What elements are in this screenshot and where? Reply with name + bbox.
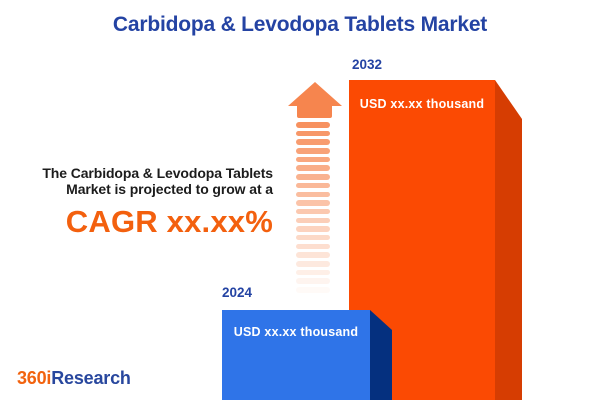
tagline-line-1: The Carbidopa & Levodopa Tablets: [42, 165, 273, 181]
arrow-stripe: [296, 226, 330, 232]
tagline-line-2: Market is projected to grow at a: [66, 180, 273, 197]
arrow-stripe: [296, 217, 330, 224]
bar-2032-value-label: USD xx.xx thousand: [359, 97, 485, 111]
logo-suffix: Research: [51, 368, 131, 388]
arrow-stripe: [296, 156, 330, 163]
arrow-stripe: [296, 174, 330, 180]
logo-prefix: 360i: [17, 368, 52, 388]
arrow-stripe: [296, 191, 330, 197]
arrow-head-shape: [288, 82, 342, 118]
arrow-stripe: [296, 243, 330, 250]
brand-logo: 360iResearch: [17, 368, 131, 389]
arrow-stripe: [296, 130, 330, 137]
growth-arrow-stripes: [296, 122, 330, 296]
arrow-stripe: [296, 261, 330, 267]
bar-2024-side-3d: [370, 310, 392, 400]
arrow-stripe: [296, 182, 330, 189]
arrow-stripe: [296, 139, 330, 145]
tagline-block: The Carbidopa & Levodopa Tablets Market …: [13, 165, 273, 240]
bar-2032-year-label: 2032: [352, 57, 383, 72]
growth-arrow-icon: [288, 82, 342, 118]
bar-2024: [222, 310, 370, 400]
arrow-stripe: [296, 208, 330, 215]
arrow-stripe: [296, 269, 330, 276]
arrow-stripe: [296, 200, 330, 206]
arrow-stripe: [296, 252, 330, 258]
arrow-stripe: [296, 287, 330, 293]
arrow-stripe: [296, 278, 330, 284]
page-title: Carbidopa & Levodopa Tablets Market: [112, 13, 488, 36]
bar-2024-year-label: 2024: [222, 285, 253, 300]
bar-2024-value-label: USD xx.xx thousand: [233, 325, 359, 339]
cagr-value: CAGR xx.xx%: [65, 204, 273, 239]
arrow-stripe: [296, 148, 330, 154]
bar-2032-side-3d: [495, 80, 522, 400]
arrow-stripe: [296, 165, 330, 171]
tagline-text: The Carbidopa & Levodopa Tablets Market …: [13, 165, 273, 197]
arrow-stripe: [296, 234, 330, 241]
arrow-stripe: [296, 122, 330, 128]
